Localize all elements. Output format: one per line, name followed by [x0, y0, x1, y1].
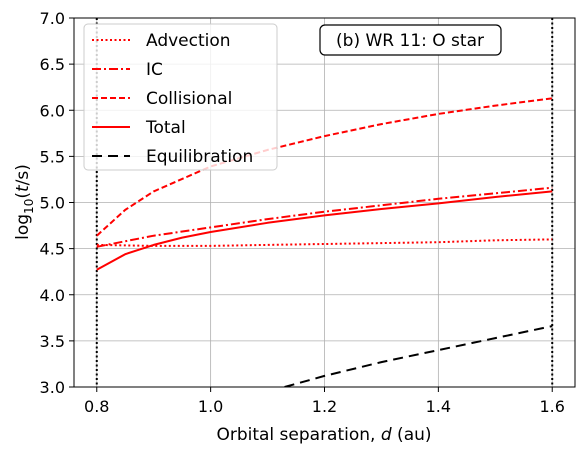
x-tick-label: 1.2	[312, 397, 337, 416]
legend-label-advection: Advection	[146, 31, 231, 51]
x-axis-label: Orbital separation, d (au)	[216, 425, 431, 445]
y-axis-label-open: (	[13, 192, 33, 199]
x-tick-label: 0.8	[84, 397, 109, 416]
annotation-text: (b) WR 11: O star	[336, 31, 484, 51]
y-tick-label: 5.5	[40, 147, 65, 166]
legend-label-ic: IC	[146, 60, 163, 80]
boundary-lines	[95, 18, 554, 387]
y-axis-label: log10(t/s)	[13, 164, 36, 240]
legend-box	[83, 23, 278, 171]
y-axis-label-close: /s)	[13, 164, 33, 185]
y-tick-label: 4.5	[40, 240, 65, 259]
x-tick-label: 1.6	[540, 397, 565, 416]
x-axis-label-unit: (au)	[392, 425, 432, 445]
x-tick-label: 1.0	[198, 397, 223, 416]
annotation-box	[319, 24, 502, 56]
panel-annotation: (b) WR 11: O star	[319, 24, 502, 56]
y-tick-label: 6.5	[40, 55, 65, 74]
series-collisional-line	[96, 97, 553, 237]
axis-ticks: 0.8 1.0 1.2 1.4 1.6 3.0 3.5 4.0 4.5 5.0 5.5 6.0 6.5 7…	[40, 9, 565, 416]
y-axis-label-sub: 10	[22, 199, 36, 214]
y-tick-label: 4.0	[40, 286, 65, 305]
y-tick-label: 3.0	[40, 378, 65, 397]
x-axis-label-text: Orbital separation,	[216, 425, 380, 445]
y-tick-label: 7.0	[40, 9, 65, 28]
series-advection-line	[96, 238, 553, 247]
x-axis-label-var: d	[381, 425, 392, 445]
legend-label-total: Total	[145, 118, 186, 138]
y-tick-label: 3.5	[40, 332, 65, 351]
legend-label-equilibration: Equilibration	[146, 147, 253, 167]
y-tick-label: 5.0	[40, 194, 65, 213]
legend: Advection IC Collisional Total Equilibration	[83, 23, 278, 171]
series-lines	[96, 97, 553, 387]
y-axis-label-prefix: log	[13, 214, 33, 240]
y-axis-label-var: t	[13, 184, 33, 192]
x-tick-label: 1.4	[426, 397, 451, 416]
series-total-line	[96, 190, 553, 271]
series-equilibration-line	[284, 325, 553, 387]
legend-label-collisional: Collisional	[146, 89, 232, 109]
y-tick-label: 6.0	[40, 101, 65, 120]
